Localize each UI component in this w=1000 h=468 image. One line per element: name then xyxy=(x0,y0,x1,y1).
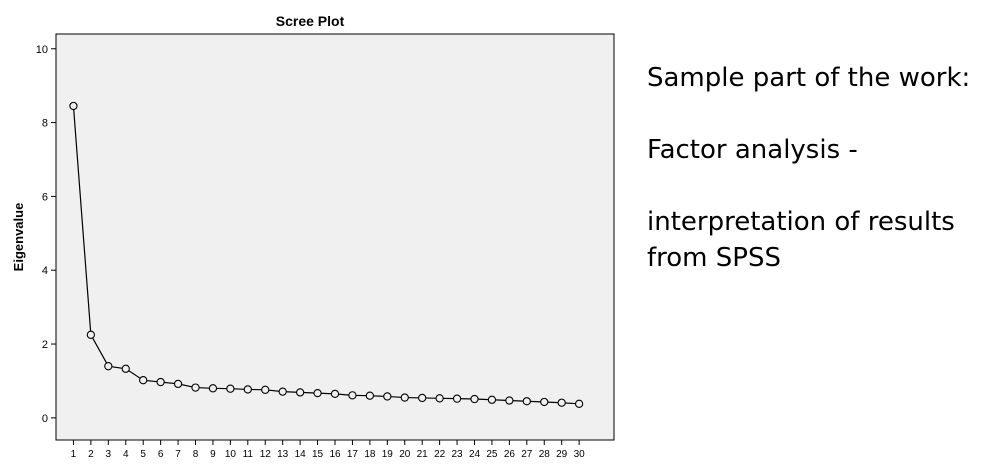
x-tick-label: 4 xyxy=(123,449,129,460)
x-tick-label: 13 xyxy=(277,449,289,460)
x-tick-label: 30 xyxy=(574,449,586,460)
data-point xyxy=(348,391,357,400)
x-tick-label: 26 xyxy=(504,449,516,460)
x-tick-label: 19 xyxy=(382,449,394,460)
y-axis-label: Eigenvalue xyxy=(11,203,26,272)
data-point xyxy=(540,397,549,407)
y-tick-label: 8 xyxy=(42,118,48,130)
x-tick-label: 3 xyxy=(106,449,112,460)
data-point xyxy=(365,391,375,400)
side-text-line-1: Sample part of the work: xyxy=(647,63,971,93)
data-point xyxy=(557,398,566,407)
eigenvalue-points xyxy=(69,101,584,408)
chart-title: Scree Plot xyxy=(276,13,345,29)
data-point xyxy=(173,379,183,389)
data-point xyxy=(505,396,514,405)
x-tick-label: 17 xyxy=(347,449,359,460)
y-tick-label: 6 xyxy=(42,191,48,203)
data-point xyxy=(330,389,340,399)
x-tick-label: 9 xyxy=(210,449,216,460)
x-tick-label: 20 xyxy=(399,449,411,460)
data-point xyxy=(261,385,270,394)
x-axis-ticks: 1 2 3 4 5 6 7 8 9 10 11 12 13 14 15 16 17 18 19 20 21 22 23 24 2… xyxy=(71,440,585,460)
data-point xyxy=(400,393,409,402)
x-tick-label: 10 xyxy=(225,449,237,460)
x-tick-label: 23 xyxy=(452,449,464,460)
x-tick-label: 29 xyxy=(556,449,568,460)
data-point xyxy=(574,399,584,408)
x-tick-label: 24 xyxy=(469,449,481,460)
x-tick-label: 11 xyxy=(243,449,254,460)
side-text: Sample part of the work: Factor analysis… xyxy=(647,60,987,276)
data-point xyxy=(522,397,531,406)
x-tick-label: 18 xyxy=(364,449,376,460)
x-tick-label: 7 xyxy=(175,449,181,460)
data-point xyxy=(470,394,479,404)
x-tick-label: 8 xyxy=(193,449,199,460)
data-point xyxy=(278,387,287,396)
x-tick-label: 25 xyxy=(486,449,498,460)
data-point xyxy=(86,330,96,339)
y-tick-label: 2 xyxy=(42,339,48,351)
side-text-line-3: interpretation of results from SPSS xyxy=(647,207,955,273)
data-point xyxy=(313,388,322,398)
x-tick-label: 15 xyxy=(312,449,324,460)
x-tick-label: 27 xyxy=(521,449,533,460)
y-tick-label: 4 xyxy=(42,265,48,277)
data-point xyxy=(156,377,165,387)
data-point xyxy=(104,362,113,371)
data-point xyxy=(418,393,427,403)
data-point xyxy=(139,376,148,385)
plot-area xyxy=(55,33,615,441)
x-tick-label: 22 xyxy=(434,449,446,460)
data-point xyxy=(243,385,252,394)
data-point xyxy=(383,392,392,401)
x-tick-label: 2 xyxy=(88,449,94,460)
x-tick-label: 5 xyxy=(140,449,146,460)
data-point xyxy=(435,394,444,403)
data-point xyxy=(208,384,218,393)
data-point xyxy=(69,101,78,111)
data-point xyxy=(452,394,462,403)
y-tick-label: 10 xyxy=(36,44,48,56)
data-point xyxy=(121,364,130,373)
x-tick-label: 12 xyxy=(260,449,272,460)
x-tick-label: 14 xyxy=(295,449,307,460)
x-tick-label: 28 xyxy=(539,449,551,460)
x-tick-label: 1 xyxy=(71,449,77,460)
data-point xyxy=(191,383,200,392)
x-tick-label: 6 xyxy=(158,449,164,460)
x-tick-label: 21 xyxy=(417,449,429,460)
y-axis-ticks: 0 2 4 6 8 10 xyxy=(36,44,56,425)
y-tick-label: 0 xyxy=(42,413,48,425)
side-text-line-2: Factor analysis - xyxy=(647,135,858,165)
data-point xyxy=(487,395,497,404)
data-point xyxy=(295,388,305,397)
x-tick-label: 16 xyxy=(329,449,341,460)
data-point xyxy=(226,384,235,393)
